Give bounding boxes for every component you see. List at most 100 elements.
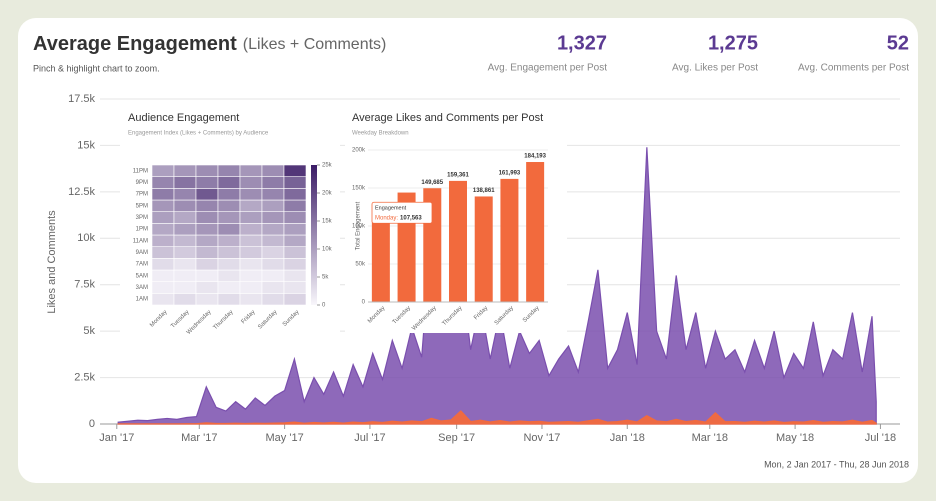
heat-cell: [173, 293, 197, 306]
y-tick-label: 100k: [352, 224, 366, 230]
row-label: 1AM: [136, 297, 148, 303]
heat-cell: [283, 188, 307, 201]
stat-value: 1,327: [557, 32, 607, 54]
bar: [449, 180, 467, 302]
heat-cell: [283, 246, 307, 259]
row-label: 11AM: [133, 238, 148, 244]
heat-cell: [239, 269, 263, 282]
heat-cell: [217, 281, 241, 294]
x-tick-label: Mar '17: [181, 432, 217, 444]
value-label: 184,193: [524, 154, 546, 160]
area-series: [117, 147, 877, 425]
y-tick-label: 15k: [77, 139, 95, 151]
y-tick-label: 50k: [355, 262, 366, 268]
colorbar: [311, 165, 317, 305]
heat-cell: [283, 281, 307, 294]
date-range: Mon, 2 Jan 2017 - Thu, 28 Jun 2018: [764, 459, 909, 469]
panel-title: Average Likes and Comments per Post: [352, 112, 543, 124]
y-tick-label: 0: [362, 300, 366, 306]
y-tick-label: 12.5k: [68, 186, 95, 198]
heat-cell: [261, 269, 285, 282]
x-tick-label: May '18: [776, 432, 814, 444]
y-tick-label: 10k: [77, 232, 95, 244]
heat-cell: [195, 246, 219, 259]
heat-cell: [151, 234, 175, 247]
heat-cell: [261, 293, 285, 306]
value-label: 138,861: [473, 188, 495, 194]
panel-subtitle: Engagement Index (Likes + Comments) by A…: [128, 131, 269, 137]
heat-cell: [217, 234, 241, 247]
title: Average Engagement (Likes + Comments): [33, 33, 386, 55]
heat-cell: [173, 211, 197, 224]
heat-cell: [195, 211, 219, 224]
tooltip: [371, 201, 433, 224]
heat-cell: [217, 199, 241, 212]
stat-label: Avg. Likes per Post: [672, 63, 758, 74]
heat-cell: [173, 258, 197, 271]
heat-cell: [217, 269, 241, 282]
y-axis-label: Total Engagement: [356, 201, 362, 250]
heat-cell: [283, 176, 307, 189]
heat-cell: [173, 176, 197, 189]
heat-cell: [239, 223, 263, 236]
tooltip-text: Monday: 107,563: [375, 215, 422, 221]
x-tick-label: Sep '17: [438, 432, 475, 444]
colorbar-label: 10k: [322, 247, 333, 253]
heat-cell: [195, 164, 219, 177]
heat-cell: [217, 258, 241, 271]
heat-cell: [195, 188, 219, 201]
heat-cell: [195, 176, 219, 189]
y-tick-label: 17.5k: [68, 93, 95, 105]
heat-cell: [195, 258, 219, 271]
heat-cell: [283, 223, 307, 236]
heat-cell: [217, 211, 241, 224]
heat-cell: [173, 199, 197, 212]
colorbar-label: 0: [322, 303, 326, 309]
heat-cell: [261, 164, 285, 177]
heat-cell: [261, 176, 285, 189]
bar: [500, 178, 519, 302]
colorbar-label: 20k: [322, 191, 333, 197]
heat-cell: [151, 176, 175, 189]
area-series: [117, 410, 877, 425]
x-tick-label: Jan '18: [610, 432, 645, 444]
panel-subtitle: Weekday Breakdown: [352, 131, 409, 137]
heat-cell: [217, 164, 241, 177]
colorbar-label: 5k: [322, 275, 329, 281]
heat-cell: [151, 269, 175, 282]
heat-cell: [173, 164, 197, 177]
row-label: 9PM: [136, 180, 148, 186]
value-label: 161,993: [499, 170, 521, 176]
row-label: 3AM: [136, 285, 148, 291]
heat-cell: [173, 188, 197, 201]
heat-cell: [261, 234, 285, 247]
value-label: 159,361: [447, 172, 469, 178]
y-tick-label: 200k: [352, 148, 366, 154]
heat-cell: [283, 199, 307, 212]
heat-cell: [261, 199, 285, 212]
heat-cell: [261, 211, 285, 224]
stat-value: 1,275: [708, 32, 758, 54]
row-label: 7AM: [136, 262, 148, 268]
x-tick-label: Jul '18: [865, 432, 896, 444]
row-label: 5AM: [136, 273, 148, 279]
heat-cell: [217, 293, 241, 306]
y-tick-label: 7.5k: [74, 279, 95, 291]
heat-cell: [239, 281, 263, 294]
heat-cell: [239, 258, 263, 271]
row-label: 1PM: [136, 227, 148, 233]
heat-cell: [239, 234, 263, 247]
row-label: 7PM: [136, 192, 148, 198]
heat-cell: [173, 246, 197, 259]
bar: [474, 196, 493, 302]
heat-cell: [151, 164, 175, 177]
heat-cell: [261, 258, 285, 271]
tooltip-title: Engagement: [375, 206, 407, 212]
heat-cell: [239, 211, 263, 224]
heat-cell: [217, 223, 241, 236]
heat-cell: [261, 223, 285, 236]
heat-cell: [151, 223, 175, 236]
heat-cell: [261, 281, 285, 294]
title-main: Average Engagement: [33, 33, 237, 55]
heat-cell: [173, 281, 197, 294]
